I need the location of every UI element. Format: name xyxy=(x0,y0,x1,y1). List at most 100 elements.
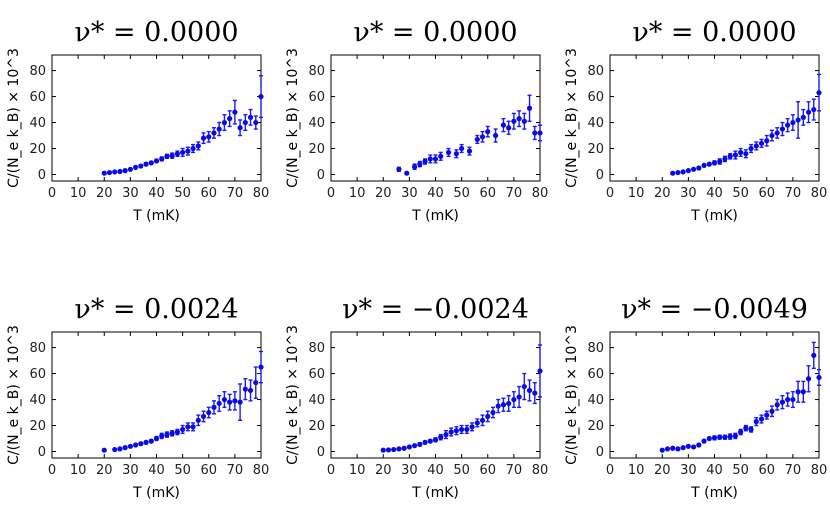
data-point xyxy=(816,90,822,96)
data-point xyxy=(101,170,107,176)
data-point xyxy=(464,426,470,433)
x-tick-label: 70 xyxy=(227,463,244,478)
y-tick-label: 0 xyxy=(317,445,325,460)
data-point xyxy=(785,122,791,128)
data-point xyxy=(412,443,418,449)
data-point xyxy=(811,106,817,113)
data-point xyxy=(670,445,676,451)
y-tick-label: 40 xyxy=(587,393,604,408)
x-tick-label: 70 xyxy=(785,186,802,201)
data-point xyxy=(753,419,759,425)
data-point xyxy=(691,166,697,172)
x-tick-label: 40 xyxy=(148,186,165,201)
data-point xyxy=(511,118,517,124)
x-tick-label: 0 xyxy=(48,186,56,201)
data-point xyxy=(732,433,739,439)
data-point xyxy=(391,446,397,453)
data-point xyxy=(790,396,796,403)
data-point xyxy=(506,400,512,407)
data-point xyxy=(148,438,154,444)
x-tick-label: 0 xyxy=(606,463,614,478)
data-point xyxy=(396,166,402,172)
x-tick-label: 20 xyxy=(654,463,671,478)
data-point xyxy=(670,170,676,176)
data-point xyxy=(180,149,186,156)
data-point xyxy=(701,438,707,444)
data-point xyxy=(743,425,749,431)
data-point xyxy=(247,114,254,120)
data-point xyxy=(417,161,423,167)
data-point xyxy=(443,432,449,438)
chart-title: ν* = 0.0000 xyxy=(353,17,517,48)
x-tick-label: 50 xyxy=(174,463,191,478)
data-point xyxy=(417,441,423,447)
x-tick-label: 30 xyxy=(401,463,418,478)
data-point xyxy=(122,168,128,174)
chart-title: ν* = 0.0000 xyxy=(632,17,796,48)
data-point xyxy=(174,429,180,435)
data-point xyxy=(485,129,491,135)
data-point xyxy=(521,383,527,390)
chart-panel-6: ν* = −0.0049 0 10 20 30 40 50 60 70 80 0 20 40 60 80 T … xyxy=(564,294,827,501)
x-tick-label: 80 xyxy=(253,186,270,201)
x-tick-label: 20 xyxy=(654,186,671,201)
chart-title: ν* = 0.0024 xyxy=(74,294,238,325)
data-point xyxy=(466,148,473,154)
y-axis-label: C/(N_e k_B) × 10^3 xyxy=(564,325,580,465)
data-point xyxy=(469,424,475,430)
data-point xyxy=(758,140,765,146)
data-point xyxy=(169,153,175,159)
data-point xyxy=(492,132,499,139)
y-tick-label: 0 xyxy=(38,445,46,460)
data-point xyxy=(242,119,248,126)
data-point xyxy=(664,446,671,452)
data-point xyxy=(753,143,759,149)
data-point xyxy=(743,151,749,157)
data-point xyxy=(404,170,410,176)
x-axis-label: T (mK) xyxy=(411,208,459,224)
data-point xyxy=(706,161,712,167)
data-point xyxy=(138,163,144,169)
chart-title: ν* = −0.0049 xyxy=(621,294,808,325)
data-point xyxy=(680,445,686,451)
data-point xyxy=(811,352,817,358)
data-point xyxy=(216,126,222,132)
data-point xyxy=(237,399,243,405)
y-tick-label: 40 xyxy=(29,116,46,131)
data-point xyxy=(532,130,538,136)
data-point xyxy=(485,413,491,420)
x-tick-label: 10 xyxy=(628,186,645,201)
data-point xyxy=(427,156,433,162)
y-tick-label: 60 xyxy=(587,367,604,382)
x-tick-label: 40 xyxy=(427,463,444,478)
data-point xyxy=(258,93,264,100)
data-point xyxy=(432,156,439,162)
data-point xyxy=(159,156,165,162)
data-point xyxy=(506,125,512,131)
x-axis-label: T (mK) xyxy=(690,208,738,224)
data-point xyxy=(738,429,744,435)
x-tick-label: 70 xyxy=(506,463,523,478)
x-tick-label: 30 xyxy=(122,463,139,478)
data-point xyxy=(774,402,780,408)
data-point xyxy=(206,409,212,416)
data-point xyxy=(406,444,412,450)
data-point xyxy=(785,396,791,403)
data-point xyxy=(385,447,392,453)
data-point xyxy=(195,417,201,423)
data-point xyxy=(479,417,486,423)
data-point xyxy=(422,158,428,165)
data-point xyxy=(685,168,691,174)
data-point xyxy=(185,424,191,430)
y-tick-label: 60 xyxy=(308,90,325,105)
chart-panel-4: ν* = 0.0024 0 10 20 30 40 50 60 70 80 0 20 40 60 80 T (… xyxy=(6,294,269,501)
data-point xyxy=(401,445,407,451)
data-point xyxy=(659,447,665,453)
data-point xyxy=(500,402,507,408)
x-tick-label: 20 xyxy=(96,186,113,201)
y-tick-label: 40 xyxy=(308,393,325,408)
data-point xyxy=(247,387,254,394)
data-point xyxy=(112,169,118,175)
data-point xyxy=(396,446,402,452)
